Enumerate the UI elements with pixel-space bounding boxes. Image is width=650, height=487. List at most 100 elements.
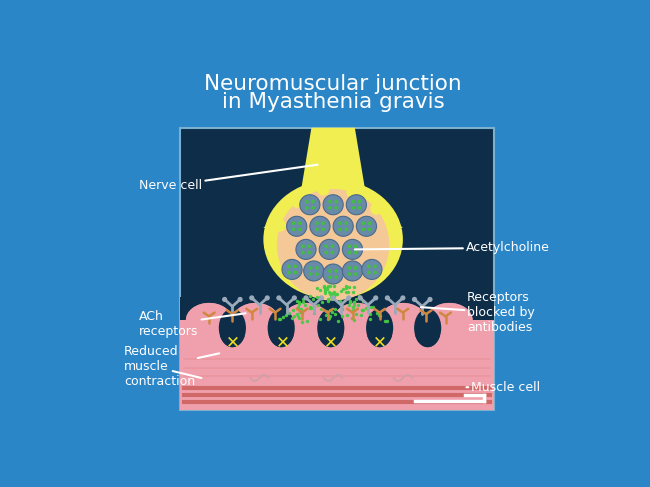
Point — [322, 282, 333, 290]
Circle shape — [346, 195, 367, 215]
Ellipse shape — [426, 303, 473, 337]
Point — [322, 297, 333, 305]
Point — [246, 294, 257, 302]
Point — [352, 301, 363, 309]
Ellipse shape — [268, 309, 294, 347]
Point — [306, 304, 317, 312]
Circle shape — [282, 260, 302, 280]
Circle shape — [287, 216, 307, 236]
Circle shape — [330, 244, 334, 248]
Point — [320, 287, 330, 295]
Ellipse shape — [283, 303, 330, 337]
Ellipse shape — [317, 309, 344, 347]
Ellipse shape — [233, 303, 279, 337]
Point — [324, 288, 334, 296]
Point — [355, 294, 365, 302]
Point — [297, 318, 307, 325]
Point — [328, 292, 339, 300]
Circle shape — [321, 221, 325, 225]
Point — [315, 315, 325, 323]
Ellipse shape — [186, 303, 233, 337]
Circle shape — [315, 272, 318, 276]
Point — [348, 303, 358, 311]
Point — [344, 298, 355, 305]
Point — [330, 305, 341, 313]
Point — [344, 283, 354, 291]
Circle shape — [352, 206, 355, 210]
Point — [278, 313, 288, 320]
Text: Receptors
blocked by
antibodies: Receptors blocked by antibodies — [421, 291, 535, 334]
Polygon shape — [263, 193, 403, 228]
Circle shape — [274, 220, 286, 232]
Point — [317, 294, 327, 302]
Circle shape — [361, 227, 365, 231]
Circle shape — [298, 227, 302, 231]
Point — [318, 283, 329, 291]
Text: ✕: ✕ — [324, 333, 338, 351]
Point — [288, 306, 298, 314]
Point — [341, 288, 352, 296]
Circle shape — [296, 240, 316, 260]
Point — [348, 288, 358, 296]
Point — [325, 290, 335, 298]
Point — [313, 301, 323, 309]
Point — [337, 305, 347, 313]
Circle shape — [321, 227, 325, 231]
Circle shape — [323, 195, 343, 215]
Point — [358, 306, 369, 314]
Bar — [181, 297, 493, 320]
Circle shape — [368, 227, 372, 231]
Point — [295, 305, 306, 313]
Circle shape — [307, 244, 311, 248]
Circle shape — [373, 271, 377, 275]
Ellipse shape — [263, 180, 403, 299]
Point — [324, 314, 334, 322]
Point — [315, 286, 325, 294]
Point — [301, 294, 311, 302]
Point — [361, 304, 371, 312]
Circle shape — [324, 244, 328, 248]
Text: ✕: ✕ — [226, 333, 239, 351]
Point — [328, 291, 338, 299]
Point — [330, 311, 341, 318]
Point — [348, 306, 358, 314]
Ellipse shape — [283, 303, 330, 337]
Point — [326, 293, 336, 300]
Circle shape — [304, 261, 324, 281]
Point — [365, 315, 376, 323]
Circle shape — [315, 221, 318, 225]
Ellipse shape — [333, 303, 380, 337]
Circle shape — [354, 266, 358, 270]
Point — [300, 301, 310, 309]
Circle shape — [317, 183, 330, 196]
Point — [366, 303, 376, 311]
Point — [329, 292, 339, 300]
Point — [326, 292, 337, 300]
Point — [350, 311, 361, 318]
Circle shape — [300, 195, 320, 215]
Circle shape — [334, 275, 338, 279]
Point — [372, 309, 383, 317]
Circle shape — [292, 227, 296, 231]
Point — [329, 282, 339, 290]
Circle shape — [315, 266, 318, 270]
Circle shape — [361, 221, 365, 225]
Point — [332, 290, 343, 298]
Circle shape — [367, 271, 370, 275]
Circle shape — [346, 186, 359, 198]
Ellipse shape — [366, 309, 393, 347]
Ellipse shape — [277, 189, 389, 300]
Point — [298, 298, 309, 305]
Point — [325, 306, 335, 314]
Point — [348, 300, 359, 308]
Point — [318, 282, 329, 290]
Point — [341, 282, 352, 290]
Point — [336, 287, 346, 295]
Circle shape — [334, 206, 338, 210]
Circle shape — [348, 250, 352, 254]
Point — [275, 315, 285, 322]
Circle shape — [343, 261, 363, 281]
Point — [262, 294, 272, 302]
Point — [326, 295, 337, 303]
Text: ACh
receptors: ACh receptors — [139, 310, 246, 338]
